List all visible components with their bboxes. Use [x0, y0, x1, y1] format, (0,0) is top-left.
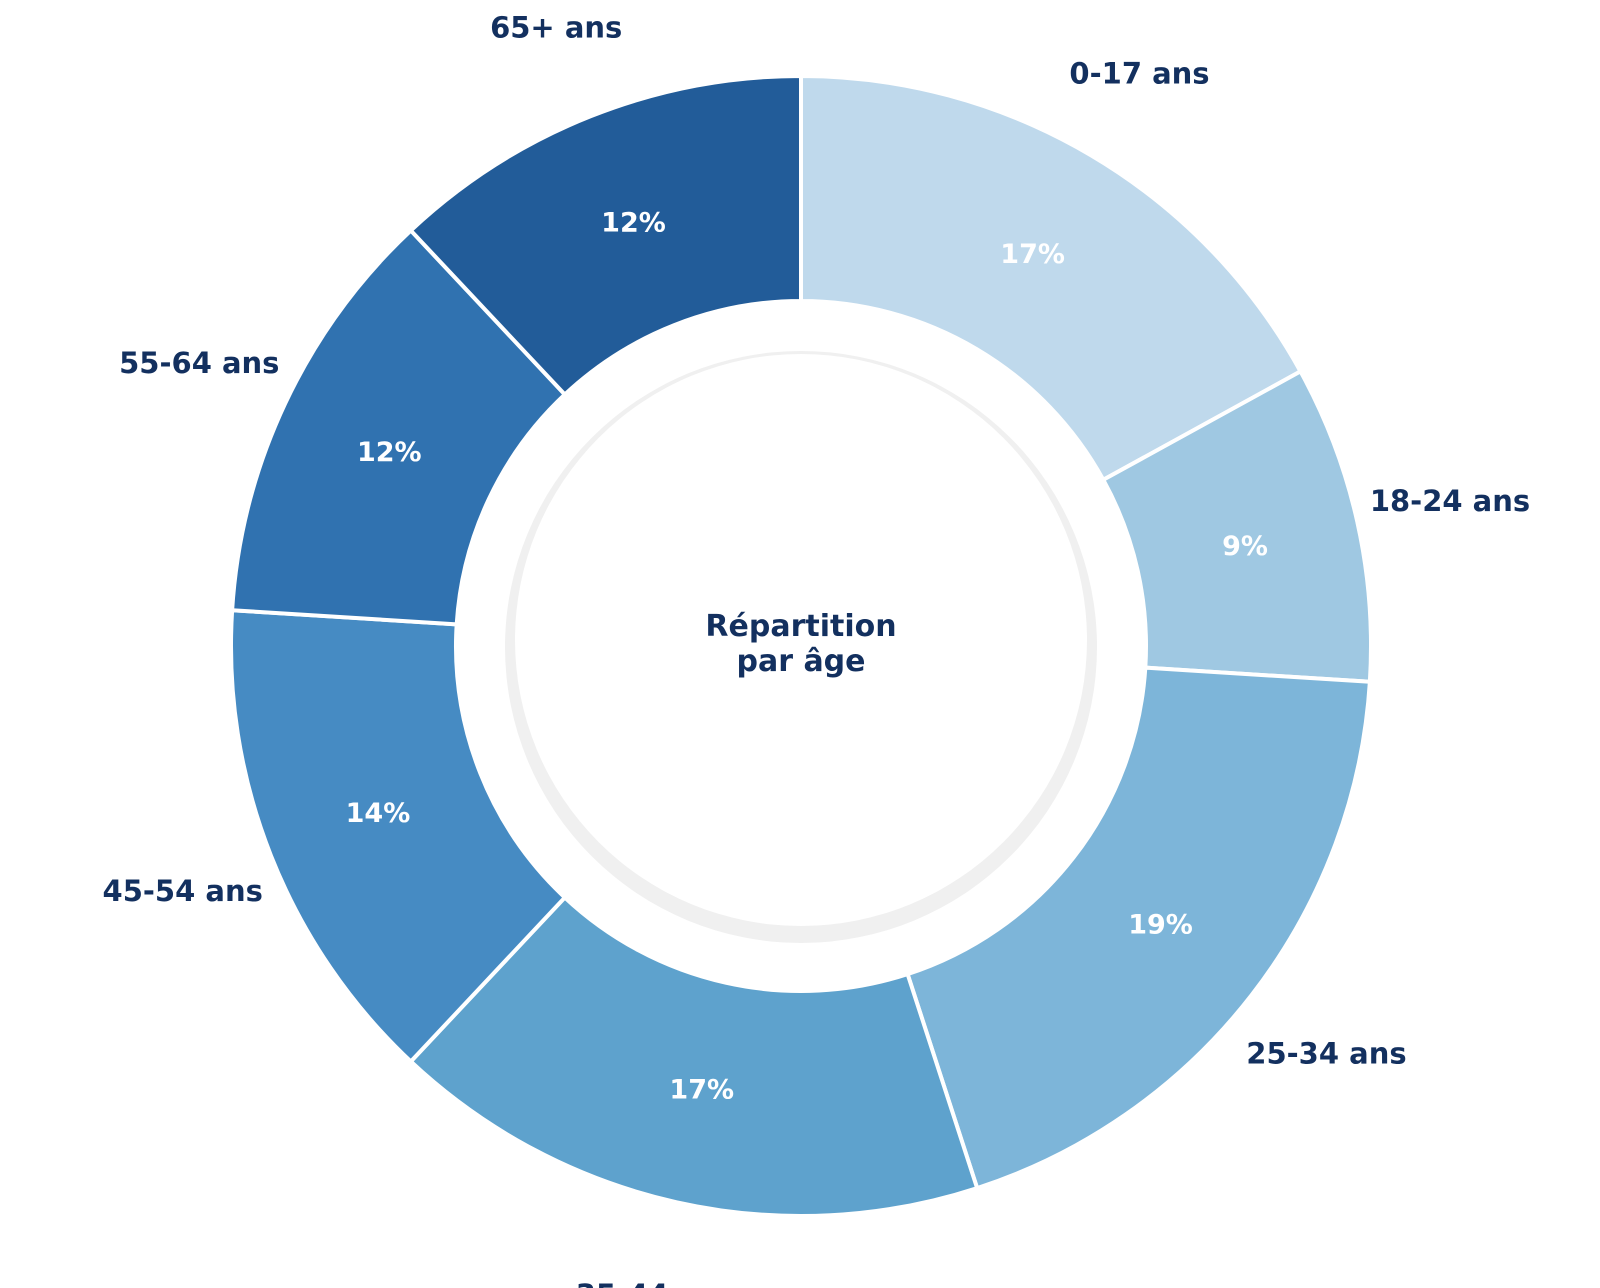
- value-label-18-24-ans: 9%: [1222, 531, 1268, 562]
- slice-0-17-ans: [799, 73, 1304, 483]
- slice-25-34-ans: [905, 665, 1373, 1191]
- category-label-0-17-ans: 0-17 ans: [1069, 57, 1209, 91]
- category-label-45-54-ans: 45-54 ans: [103, 874, 263, 908]
- value-label-0-17-ans: 17%: [1000, 239, 1065, 270]
- category-label-25-34-ans: 25-34 ans: [1246, 1037, 1406, 1071]
- value-label-55-64-ans: 12%: [357, 437, 422, 468]
- category-label-55-64-ans: 55-64 ans: [119, 346, 279, 380]
- donut-slices: [229, 73, 1373, 1218]
- center-title-line-1: Répartition: [705, 609, 896, 644]
- slice-65plus-ans: [407, 73, 803, 398]
- donut-center: Répartition par âge: [505, 351, 1097, 943]
- value-label-45-54-ans: 14%: [346, 798, 411, 829]
- value-label-25-34-ans: 19%: [1128, 909, 1193, 940]
- slice-55-64-ans: [230, 227, 568, 627]
- value-labels: 17% 9% 19% 17% 14% 12% 12%: [346, 207, 1268, 1105]
- category-label-35-44-ans: 35-44 ans: [576, 1278, 736, 1288]
- value-label-65plus-ans: 12%: [601, 207, 666, 238]
- value-label-35-44-ans: 17%: [669, 1075, 734, 1106]
- category-label-65plus-ans: 65+ ans: [490, 11, 622, 45]
- slice-35-44-ans: [407, 894, 980, 1218]
- slice-45-54-ans: [229, 608, 568, 1065]
- center-disc: [515, 354, 1087, 926]
- center-title-line-2: par âge: [736, 644, 865, 679]
- category-label-18-24-ans: 18-24 ans: [1370, 484, 1530, 518]
- category-labels: 0-17 ans 18-24 ans 25-34 ans 35-44 ans 45-54…: [103, 11, 1531, 1288]
